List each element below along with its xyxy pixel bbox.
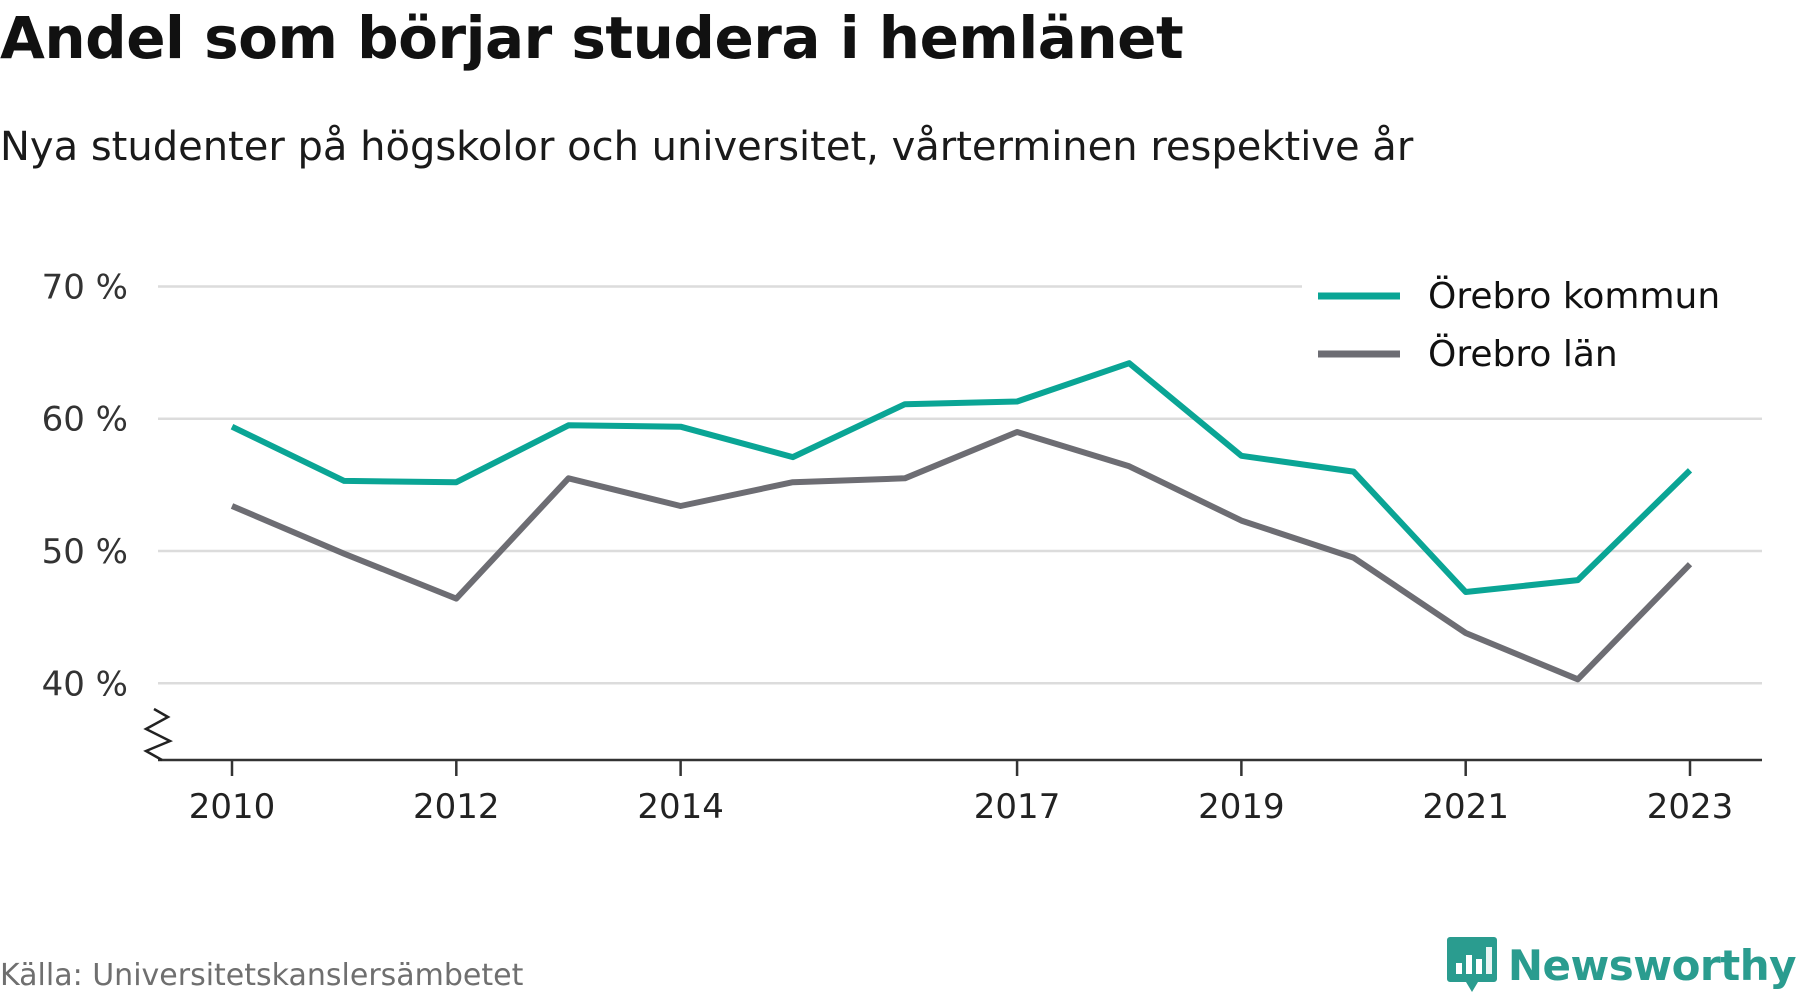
brand-logo: Newsworthy: [1446, 935, 1797, 995]
series-line-örebro-kommun: [230, 360, 1693, 595]
legend-label: Örebro län: [1428, 333, 1618, 375]
x-tick-label: 2010: [189, 787, 276, 827]
newsworthy-logo-icon: [1446, 937, 1497, 992]
x-tick-label: 2021: [1422, 787, 1509, 827]
x-tick-label: 2017: [974, 787, 1061, 827]
legend-label: Örebro kommun: [1428, 275, 1720, 317]
x-tick-label: 2014: [637, 787, 724, 827]
brand-name: Newsworthy: [1507, 940, 1797, 990]
legend: Örebro kommun Örebro län: [1302, 268, 1764, 384]
x-axis: 2010 2012 2014 2017 2019 2021 2023: [143, 707, 1762, 827]
y-tick-label: 70 %: [42, 267, 128, 307]
axis-break-mark: [143, 707, 174, 762]
line-chart: 70 % 60 % 50 % 40 % 2010 2012 2014 2017 2019 202…: [42, 267, 1764, 827]
chart-subtitle: Nya studenter på högskolor och universit…: [0, 124, 1414, 170]
x-tick-label: 2019: [1198, 787, 1285, 827]
grid-lines: 70 % 60 % 50 % 40 %: [42, 267, 1762, 704]
chart-title: Andel som börjar studera i hemlänet: [0, 4, 1184, 72]
x-tick-label: 2012: [413, 787, 500, 827]
y-tick-label: 40 %: [42, 664, 128, 704]
series-lines: [230, 360, 1693, 683]
y-tick-label: 50 %: [42, 532, 128, 572]
series-line-örebro-län: [230, 429, 1693, 683]
y-tick-label: 60 %: [42, 400, 128, 440]
legend-background: [1302, 268, 1764, 384]
source-note: Källa: Universitetskanslersämbetet: [0, 958, 524, 993]
x-tick-label: 2023: [1647, 787, 1734, 827]
